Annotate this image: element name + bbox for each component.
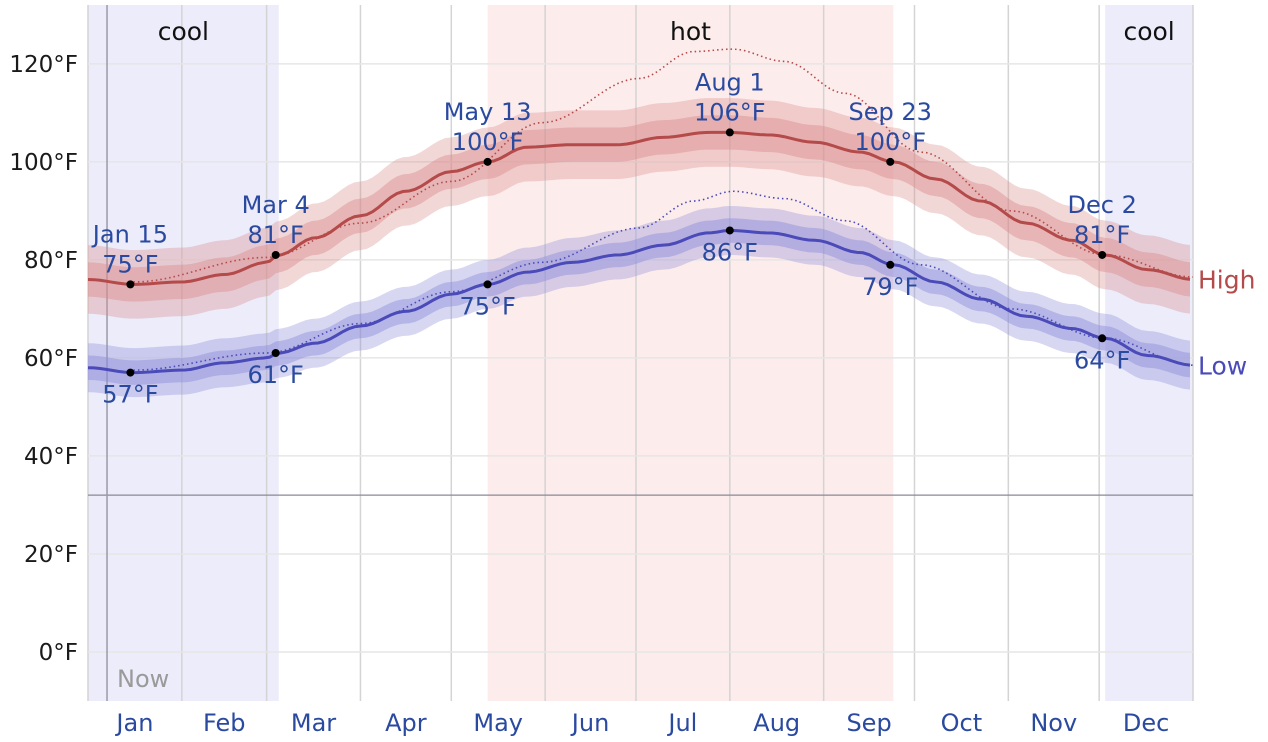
high-line (87, 130, 1191, 286)
annotation-value: 75°F (102, 250, 158, 278)
annotation-value: 100°F (854, 128, 926, 156)
high-dotted-line (133, 48, 1194, 283)
x-axis-months: Jan Feb Mar Apr May Jun Jul Aug Sep Oct Nov Dec (114, 709, 1169, 737)
annotation-point (271, 250, 280, 259)
annotation-point (886, 157, 895, 166)
high-series-label: High (1198, 265, 1255, 294)
y-tick-label: 60°F (24, 346, 78, 372)
annotation-point (886, 260, 895, 269)
annotation-point (725, 128, 734, 137)
annotation-date: Aug 1 (695, 68, 765, 96)
high-outer-band (88, 98, 1190, 319)
month-label: Apr (385, 709, 427, 737)
series-dotted-lines (133, 48, 1194, 371)
season-label: cool (1123, 17, 1174, 46)
annotation-point (1098, 334, 1107, 343)
annotation-point (126, 368, 135, 377)
annotation-value: 57°F (102, 381, 158, 409)
annotation-value: 81°F (1074, 221, 1130, 249)
annotation-value: 61°F (248, 361, 304, 389)
month-label: Sep (846, 709, 891, 737)
season-label: hot (670, 17, 711, 46)
season-label: cool (158, 17, 209, 46)
annotation-value: 79°F (862, 273, 918, 301)
season-bands (88, 5, 1193, 701)
month-label: Feb (203, 709, 246, 737)
series-lines (87, 130, 1191, 375)
season-band-cool-0 (88, 5, 279, 701)
annotation-date: Dec 2 (1068, 191, 1137, 219)
season-band-hot-1 (487, 5, 894, 701)
month-label: Aug (753, 709, 800, 737)
now-marker: Now (106, 5, 169, 701)
annotation-value: 81°F (248, 221, 304, 249)
annotation-point (483, 157, 492, 166)
month-label: Jul (666, 709, 697, 737)
y-tick-label: 0°F (39, 640, 78, 666)
annotation-value: 75°F (459, 292, 515, 320)
month-label: Nov (1030, 709, 1077, 737)
month-label: May (473, 709, 523, 737)
y-tick-label: 100°F (9, 150, 78, 176)
y-axis-ticks: 0°F 20°F 40°F 60°F 80°F 100°F 120°F (9, 52, 78, 666)
season-labels: cool hot cool (158, 17, 1175, 46)
month-label: Oct (941, 709, 983, 737)
y-tick-label: 20°F (24, 542, 78, 568)
annotation-value: 86°F (702, 238, 758, 266)
y-tick-label: 80°F (24, 248, 78, 274)
annotation-value: 106°F (694, 98, 766, 126)
month-label: Jan (114, 709, 153, 737)
annotation-point (725, 226, 734, 235)
high-inner-band (88, 115, 1190, 302)
annotation-date: Sep 23 (849, 98, 932, 126)
annotation-points (126, 128, 1107, 377)
season-band-cool-2 (1105, 5, 1193, 701)
annotation-point (1098, 250, 1107, 259)
low-series-label: Low (1198, 351, 1247, 380)
month-label: Mar (291, 709, 336, 737)
month-label: Jun (570, 709, 610, 737)
y-tick-label: 40°F (24, 444, 78, 470)
annotation-value: 64°F (1074, 346, 1130, 374)
now-label: Now (117, 665, 169, 693)
low-dotted-line (133, 190, 1194, 371)
annotation-point (126, 280, 135, 289)
annotation-point (271, 349, 280, 357)
low-outer-band (88, 205, 1190, 398)
month-label: Dec (1123, 709, 1169, 737)
y-tick-label: 120°F (9, 52, 78, 78)
annotation-date: Mar 4 (242, 191, 310, 219)
annotation-date: Jan 15 (91, 220, 168, 248)
annotation-date: May 13 (444, 98, 532, 126)
annotation-point (483, 280, 492, 289)
low-line (87, 228, 1191, 375)
annotation-value: 100°F (452, 128, 524, 156)
series-labels: High Low (1198, 265, 1255, 380)
